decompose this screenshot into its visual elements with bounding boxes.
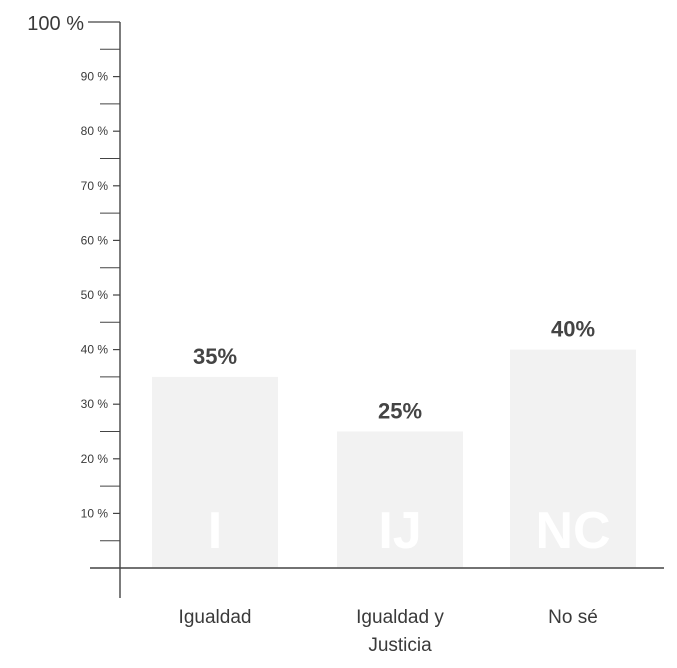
x-tick-label: Igualdad y Justicia: [356, 607, 444, 656]
y-tick-label: 90 %: [81, 70, 109, 84]
bar: [510, 349, 636, 568]
bar-code-label: NC: [535, 502, 610, 560]
data-label: 40%: [551, 317, 595, 342]
x-tick-label: Igualdad: [179, 607, 252, 628]
y-tick-label: 70 %: [81, 179, 109, 193]
bar: [152, 376, 278, 568]
data-label: 35%: [193, 344, 237, 369]
labels-layer: 35% Igualdad 25% Igualdad y Justicia 40% No sé…: [27, 13, 598, 656]
bar: [337, 431, 463, 568]
y-tick-label: 10 %: [81, 506, 109, 520]
axes-layer: [88, 21, 664, 598]
data-label: 25%: [378, 399, 422, 424]
y-tick-label: 60 %: [81, 233, 109, 247]
bar-code-label: IJ: [378, 502, 421, 560]
y-tick-label: 100 %: [27, 13, 84, 35]
bar-code-label: I: [208, 502, 222, 560]
y-tick-label: 20 %: [81, 452, 109, 466]
y-tick-label: 40 %: [81, 343, 109, 357]
y-tick-label: 50 %: [81, 288, 109, 302]
y-tick-label: 30 %: [81, 397, 109, 411]
bars-layer: I IJ NC: [152, 349, 636, 568]
x-tick-label: No sé: [548, 607, 598, 628]
y-tick-label: 80 %: [81, 124, 109, 138]
